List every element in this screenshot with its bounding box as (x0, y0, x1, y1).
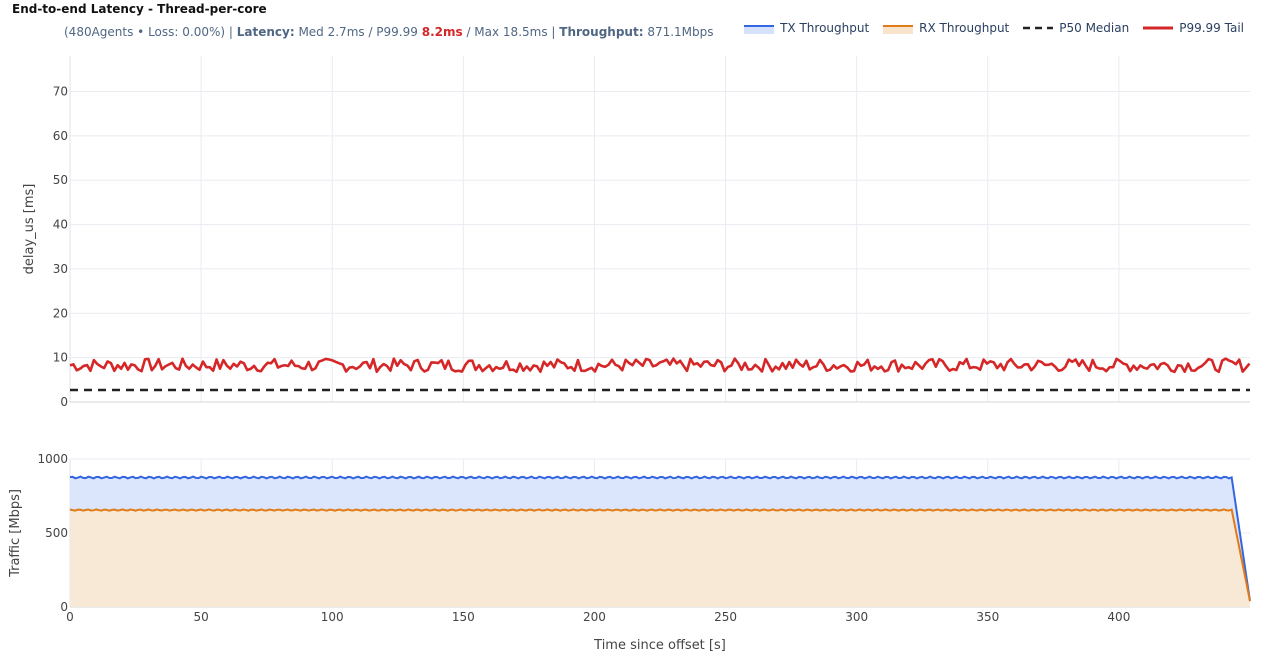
legend-label-tx: TX Throughput (780, 21, 870, 35)
y-axis-title-bottom: Traffic [Mbps] (8, 489, 23, 578)
x-tick-label: 0 (66, 610, 74, 624)
latency-text: Med 2.7ms / P99.99 (294, 25, 422, 39)
legend-label-rx: RX Throughput (919, 21, 1010, 35)
y-tick-label-bottom: 500 (45, 526, 68, 540)
chart-legend: TX Throughput RX Throughput P50 Median P… (744, 21, 1244, 35)
y-tick-label-bottom: 0 (60, 600, 68, 614)
y-tick-label-top: 60 (53, 129, 68, 143)
y-tick-label-top: 40 (53, 218, 68, 232)
chart-subtitle: (480Agents • Loss: 0.00%) | Latency: Med… (64, 25, 714, 39)
x-tick-label: 200 (583, 610, 606, 624)
x-axis-title: Time since offset [s] (593, 638, 726, 653)
series-rx-area (70, 509, 1250, 607)
legend-label-p50: P50 Median (1059, 21, 1130, 35)
y-tick-label-top: 10 (53, 351, 68, 365)
x-tick-label: 400 (1107, 610, 1130, 624)
legend-item-rx[interactable]: RX Throughput (883, 21, 1009, 35)
y-axis-title-top: delay_us [ms] (22, 184, 37, 275)
legend-swatch-p50 (1023, 26, 1054, 30)
legend-item-p9999[interactable]: P99.99 Tail (1143, 21, 1244, 35)
legend-label-p9999: P99.99 Tail (1179, 21, 1244, 35)
y-tick-label-top: 30 (53, 262, 68, 276)
series-rx-line (69, 508, 1251, 602)
series-p9999-line (69, 357, 1251, 374)
p9999-value: 8.2ms (421, 25, 463, 39)
throughput-value: 871.1Mbps (643, 25, 714, 39)
legend-item-p50[interactable]: P50 Median (1023, 21, 1129, 35)
subtitle-prefix: (480Agents • Loss: 0.00%) | (64, 25, 237, 39)
y-tick-label-top: 0 (60, 395, 68, 409)
chart-title: End-to-end Latency - Thread-per-core (12, 2, 267, 16)
latency-label: Latency: (236, 25, 295, 39)
max-text: / Max 18.5ms | (462, 25, 560, 39)
y-tick-label-top: 20 (53, 306, 68, 320)
y-tick-label-top: 70 (53, 84, 68, 98)
x-tick-label: 300 (845, 610, 868, 624)
legend-swatch-rx (883, 25, 914, 34)
x-tick-label: 50 (193, 610, 208, 624)
series-tx-line (69, 475, 1251, 602)
y-tick-label-top: 50 (53, 173, 68, 187)
x-tick-label: 350 (976, 610, 999, 624)
x-tick-label: 100 (321, 610, 344, 624)
x-tick-label: 150 (452, 610, 475, 624)
legend-swatch-tx (744, 25, 775, 34)
throughput-label: Throughput: (559, 25, 644, 39)
y-tick-label-bottom: 1000 (37, 452, 68, 466)
legend-swatch-p9999 (1143, 26, 1174, 30)
x-tick-label: 250 (714, 610, 737, 624)
legend-item-tx[interactable]: TX Throughput (744, 21, 869, 35)
